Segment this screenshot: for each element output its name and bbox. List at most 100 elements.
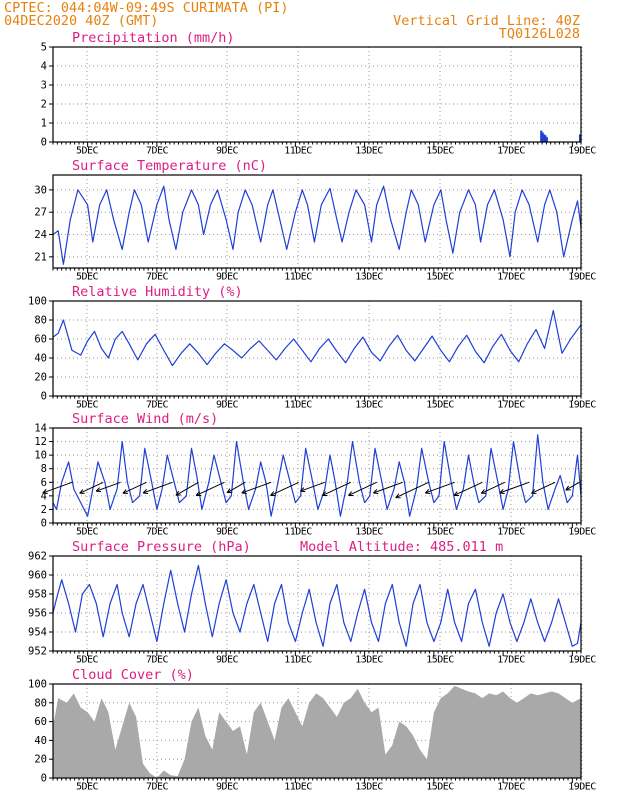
x-tick-label: 11DEC xyxy=(284,272,312,283)
wind-vector xyxy=(142,481,173,494)
y-tick-label: 27 xyxy=(34,207,47,219)
x-tick-label: 5DEC xyxy=(76,655,99,666)
y-tick-label: 100 xyxy=(28,679,47,691)
x-tick-label: 13DEC xyxy=(355,146,383,157)
wind-vector-head xyxy=(195,491,202,497)
x-tick-label: 9DEC xyxy=(216,527,239,538)
x-tick-label: 11DEC xyxy=(284,527,312,538)
pres-series-line xyxy=(52,564,582,647)
x-tick-label: 11DEC xyxy=(284,400,312,411)
x-tick-label: 15DEC xyxy=(426,400,454,411)
panel-title: Precipitation (mm/h) xyxy=(72,30,235,46)
x-tick-label: 19DEC xyxy=(568,527,596,538)
wind-vector xyxy=(195,481,225,496)
x-tick-label: 15DEC xyxy=(426,527,454,538)
y-tick-label: 100 xyxy=(28,296,47,308)
x-tick-label: 17DEC xyxy=(497,655,525,666)
x-tick-label: 9DEC xyxy=(216,400,239,411)
y-tick-label: 21 xyxy=(34,251,47,263)
panel-precip: 0 1 2 3 4 5 5DEC 7DEC 9DEC 11DEC 13DEC 15DEC 17DEC 19… xyxy=(41,30,597,157)
x-tick-label: 7DEC xyxy=(146,146,169,157)
x-tick-label: 17DEC xyxy=(497,527,525,538)
x-tick-label: 15DEC xyxy=(426,782,454,793)
precip-bar xyxy=(578,134,582,142)
wind-vector-head xyxy=(79,489,85,494)
wind-series-line xyxy=(52,434,582,517)
plot-frame xyxy=(52,555,582,652)
x-tick-label: 19DEC xyxy=(568,272,596,283)
wind-vector-head xyxy=(453,491,460,497)
y-tick-label: 40 xyxy=(34,353,47,365)
wind-vector-head xyxy=(565,485,571,491)
wind-vector-head xyxy=(270,491,276,497)
y-tick-label: 60 xyxy=(34,334,47,346)
wind-vector xyxy=(499,481,530,494)
wind-vector xyxy=(270,481,300,496)
y-tick-label: 5 xyxy=(41,42,47,54)
x-tick-label: 11DEC xyxy=(284,782,312,793)
x-tick-label: 13DEC xyxy=(355,655,383,666)
y-tick-label: 956 xyxy=(28,608,47,620)
header-code: TQ0126L028 xyxy=(499,26,580,42)
y-tick-label: 80 xyxy=(34,697,47,709)
x-tick-label: 11DEC xyxy=(284,146,312,157)
wind-vector xyxy=(373,481,403,494)
wind-vector-head xyxy=(348,491,354,497)
precip-bar xyxy=(540,130,543,142)
plot-frame xyxy=(52,427,582,524)
x-tick-label: 5DEC xyxy=(76,782,99,793)
x-tick-label: 15DEC xyxy=(426,655,454,666)
x-tick-label: 19DEC xyxy=(568,400,596,411)
wind-vector xyxy=(241,481,272,494)
y-tick-label: 954 xyxy=(28,627,47,639)
y-tick-label: 3 xyxy=(41,80,47,92)
wind-vector xyxy=(453,481,483,496)
wind-vector xyxy=(481,481,506,494)
x-tick-label: 9DEC xyxy=(216,272,239,283)
x-tick-label: 5DEC xyxy=(76,272,99,283)
y-tick-label: 80 xyxy=(34,315,47,327)
x-tick-label: 13DEC xyxy=(355,272,383,283)
temp-series-line xyxy=(52,185,582,265)
precip-bar xyxy=(541,132,544,142)
wind-vector-head xyxy=(531,489,537,494)
x-tick-label: 5DEC xyxy=(76,146,99,157)
x-tick-label: 7DEC xyxy=(146,272,169,283)
x-tick-label: 9DEC xyxy=(216,146,239,157)
wind-vector-head xyxy=(226,488,233,494)
wind-vector-head xyxy=(480,489,487,494)
y-tick-label: 4 xyxy=(41,490,47,502)
wind-vector-head xyxy=(373,489,379,494)
x-tick-label: 9DEC xyxy=(216,655,239,666)
wind-vector-head xyxy=(42,489,48,494)
y-tick-label: 0 xyxy=(41,137,47,149)
y-tick-label: 60 xyxy=(34,716,47,728)
wind-vector xyxy=(42,481,73,494)
wind-vector-head xyxy=(322,491,328,497)
panel-title: Surface Pressure (hPa) xyxy=(72,539,251,555)
y-tick-label: 20 xyxy=(34,372,47,384)
y-tick-label: 8 xyxy=(41,463,47,475)
x-tick-label: 7DEC xyxy=(146,527,169,538)
panels: 0 12 3 4 5 5DEC 7DEC 9DEC 11DEC 13DEC 15DEC 17DEC 19… xyxy=(28,30,597,793)
x-tick-label: 13DEC xyxy=(355,400,383,411)
wind-vector-head xyxy=(175,490,181,496)
y-tick-label: 952 xyxy=(28,646,47,658)
x-tick-label: 11DEC xyxy=(284,655,312,666)
wind-vector xyxy=(322,481,351,496)
panel-subtitle: Model Altitude: 485.011 m xyxy=(300,539,503,555)
y-tick-label: 6 xyxy=(41,477,47,489)
x-tick-label: 13DEC xyxy=(355,527,383,538)
y-tick-label: 10 xyxy=(34,450,47,462)
precip-bar xyxy=(545,137,548,142)
header-grid-note: Vertical Grid Line: 40Z xyxy=(393,13,580,29)
y-tick-label: 4 xyxy=(41,61,47,73)
x-tick-label: 17DEC xyxy=(497,272,525,283)
y-tick-label: 960 xyxy=(28,570,47,582)
y-tick-label: 0 xyxy=(41,773,47,785)
y-tick-label: 12 xyxy=(34,436,47,448)
panel-temp: 21 24 27 30 5DEC 7DEC 9DEC 11DEC 13DEC 15DEC 17DEC… xyxy=(34,158,596,283)
y-tick-label: 14 xyxy=(34,423,47,435)
y-tick-label: 962 xyxy=(28,551,47,563)
